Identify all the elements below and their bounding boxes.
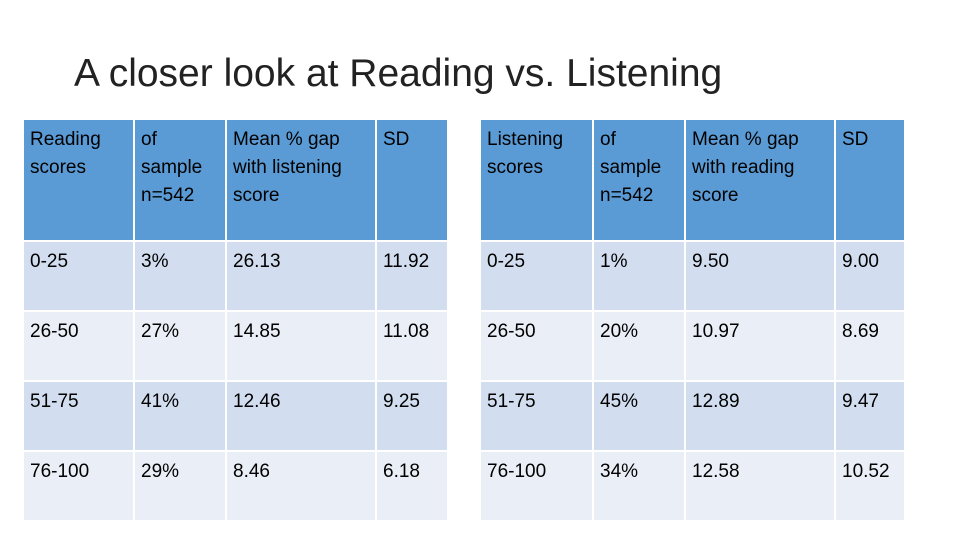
table-row: 0-25 3% 26.13 11.92 bbox=[22, 240, 449, 312]
header-reading-scores: Reading scores bbox=[22, 118, 135, 242]
table-row: 26-50 27% 14.85 11.08 bbox=[22, 310, 449, 382]
sample-share-cell: 3% bbox=[133, 240, 227, 312]
header-mean-gap: Mean % gap with listening score bbox=[225, 118, 377, 242]
header-sd: SD bbox=[375, 118, 449, 242]
mean-gap-cell: 10.97 bbox=[684, 310, 836, 382]
sd-cell: 9.47 bbox=[834, 380, 906, 452]
mean-gap-cell: 9.50 bbox=[684, 240, 836, 312]
score-range-cell: 0-25 bbox=[22, 240, 135, 312]
sample-share-cell: 27% bbox=[133, 310, 227, 382]
slide-title: A closer look at Reading vs. Listening bbox=[74, 52, 723, 95]
sample-share-cell: 1% bbox=[592, 240, 686, 312]
table-row: 76-100 29% 8.46 6.18 bbox=[22, 450, 449, 522]
score-range-cell: 51-75 bbox=[22, 380, 135, 452]
mean-gap-cell: 12.89 bbox=[684, 380, 836, 452]
sd-cell: 11.08 bbox=[375, 310, 449, 382]
mean-gap-cell: 26.13 bbox=[225, 240, 377, 312]
header-of-sample: of sample n=542 bbox=[133, 118, 227, 242]
score-range-cell: 76-100 bbox=[22, 450, 135, 522]
sd-cell: 8.69 bbox=[834, 310, 906, 382]
sd-cell: 9.00 bbox=[834, 240, 906, 312]
reading-scores-table: Reading scores of sample n=542 Mean % ga… bbox=[22, 118, 449, 522]
table-row: 26-50 20% 10.97 8.69 bbox=[479, 310, 906, 382]
score-range-cell: 76-100 bbox=[479, 450, 594, 522]
sd-cell: 9.25 bbox=[375, 380, 449, 452]
table-header-row: Reading scores of sample n=542 Mean % ga… bbox=[22, 118, 449, 242]
mean-gap-cell: 14.85 bbox=[225, 310, 377, 382]
header-of-sample: of sample n=542 bbox=[592, 118, 686, 242]
sample-share-cell: 34% bbox=[592, 450, 686, 522]
sample-share-cell: 41% bbox=[133, 380, 227, 452]
score-range-cell: 26-50 bbox=[479, 310, 594, 382]
score-range-cell: 51-75 bbox=[479, 380, 594, 452]
table-row: 76-100 34% 12.58 10.52 bbox=[479, 450, 906, 522]
table-row: 51-75 41% 12.46 9.25 bbox=[22, 380, 449, 452]
sample-share-cell: 29% bbox=[133, 450, 227, 522]
sample-share-cell: 45% bbox=[592, 380, 686, 452]
mean-gap-cell: 8.46 bbox=[225, 450, 377, 522]
header-sd: SD bbox=[834, 118, 906, 242]
header-mean-gap: Mean % gap with reading score bbox=[684, 118, 836, 242]
table-header-row: Listening scores of sample n=542 Mean % … bbox=[479, 118, 906, 242]
score-range-cell: 26-50 bbox=[22, 310, 135, 382]
table-row: 0-25 1% 9.50 9.00 bbox=[479, 240, 906, 312]
listening-scores-table: Listening scores of sample n=542 Mean % … bbox=[479, 118, 906, 522]
score-range-cell: 0-25 bbox=[479, 240, 594, 312]
sd-cell: 10.52 bbox=[834, 450, 906, 522]
sample-share-cell: 20% bbox=[592, 310, 686, 382]
sd-cell: 6.18 bbox=[375, 450, 449, 522]
mean-gap-cell: 12.46 bbox=[225, 380, 377, 452]
mean-gap-cell: 12.58 bbox=[684, 450, 836, 522]
header-listening-scores: Listening scores bbox=[479, 118, 594, 242]
sd-cell: 11.92 bbox=[375, 240, 449, 312]
table-row: 51-75 45% 12.89 9.47 bbox=[479, 380, 906, 452]
